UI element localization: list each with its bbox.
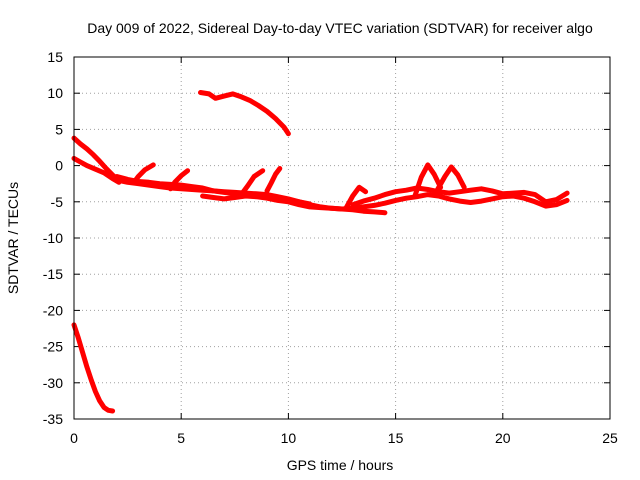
x-tick-label: 10 [281,430,297,446]
y-tick-label: -35 [43,411,63,427]
series-arc-high-hump [198,90,291,137]
series-arc-mid-steep-4 [264,166,283,194]
series-arc-mid-steep-2 [168,168,191,192]
x-axis-label: GPS time / hours [287,457,394,473]
plot-frame [73,56,611,420]
series-arc-spike-16 [412,162,444,199]
data-series [71,90,570,414]
chart-title: Day 009 of 2022, Sidereal Day-to-day VTE… [87,20,593,36]
series-arc-spike-13 [343,184,369,211]
y-tick-label: -30 [43,375,63,391]
series-arc-early-low [71,155,122,185]
y-axis-label: SDTVAR / TECUs [5,182,21,294]
x-tick-label: 0 [70,430,78,446]
y-tick-label: -25 [43,339,63,355]
y-tick-label: -5 [51,194,64,210]
y-tick-label: -10 [43,230,63,246]
series-arc-main-d [350,185,570,208]
x-tick-label: 20 [495,430,511,446]
series-arc-main-c [200,192,570,212]
series-arc-early-high [71,135,120,182]
series-arc-mid-steep-1 [131,162,156,185]
series-arc-low-drop [71,322,116,414]
series-arc-main-b [114,174,313,207]
series-arc-spike-17 [433,164,467,195]
y-tick-label: 15 [47,49,63,65]
y-tick-label: -20 [43,302,63,318]
x-tick-label: 25 [602,430,618,446]
tick-labels: 15 10 5 0 -5 -10 -15 -20 -25 -30 -35 0 5 10 15 20 25 [43,49,618,446]
series-arc-mid-steep-3 [238,168,266,198]
y-tick-label: -15 [43,266,63,282]
y-tick-label: 0 [55,158,63,174]
grid-lines [74,57,610,419]
x-tick-label: 15 [388,430,404,446]
y-tick-label: 10 [47,85,63,101]
x-tick-label: 5 [177,430,185,446]
y-tick-label: 5 [55,121,63,137]
